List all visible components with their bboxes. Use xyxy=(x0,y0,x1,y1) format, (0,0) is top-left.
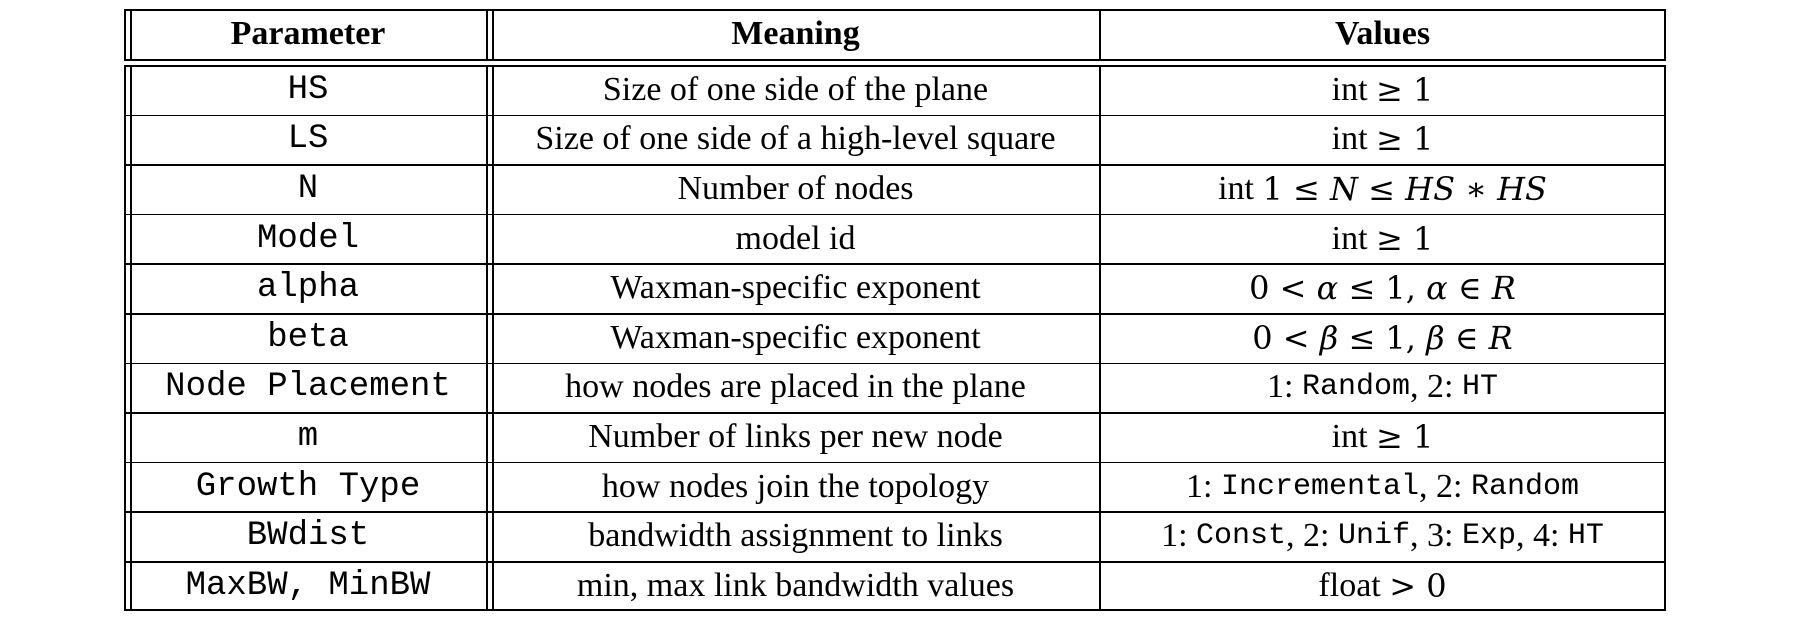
cell-meaning: Waxman-specific exponent xyxy=(610,269,981,307)
value-segment: ∈ xyxy=(1444,318,1489,357)
value-segment: HS xyxy=(1497,169,1547,208)
value-segment: ≥ 1 xyxy=(1376,120,1434,159)
table-row: m Number of links per new node int ≥ 1 xyxy=(124,412,1666,462)
cell-values: int ≥ 1 xyxy=(1099,412,1666,462)
cell-parameter: Model xyxy=(256,219,360,258)
value-segment: int xyxy=(1331,70,1377,108)
value-segment: ≤ 1, xyxy=(1338,318,1427,357)
cell-values: 0 < α ≤ 1, α ∈ R xyxy=(1099,263,1666,313)
value-segment: R xyxy=(1491,269,1516,308)
value-segment: , 3: xyxy=(1410,517,1462,555)
cell-meaning: how nodes are placed in the plane xyxy=(565,368,1026,406)
value-segment: HT xyxy=(1461,370,1498,405)
value-segment: ≥ 1 xyxy=(1376,417,1434,456)
cell-values: float > 0 xyxy=(1099,561,1666,611)
cell-parameter: alpha xyxy=(256,269,360,308)
value-segment: float xyxy=(1318,566,1390,604)
cell-meaning: Size of one side of a high-level square xyxy=(535,120,1056,158)
value-segment: α xyxy=(1426,269,1448,308)
value-segment: Unif xyxy=(1337,519,1410,554)
value-segment: HT xyxy=(1567,519,1604,554)
table-row: beta Waxman-specific exponent 0 < β ≤ 1, β… xyxy=(124,313,1666,363)
value-segment: int xyxy=(1331,120,1377,158)
value-segment: Exp xyxy=(1461,519,1516,554)
value-segment: Const xyxy=(1196,519,1287,554)
header-parameter: Parameter xyxy=(230,15,386,52)
value-segment: Random xyxy=(1301,370,1410,405)
cell-values: 0 < β ≤ 1, β ∈ R xyxy=(1099,313,1666,363)
cell-parameter: BWdist xyxy=(246,517,370,556)
table-row: N Number of nodes int 1 ≤ N ≤ HS ∗ HS xyxy=(124,164,1666,214)
cell-values: 1: Incremental, 2: Random xyxy=(1099,462,1666,512)
cell-parameter: LS xyxy=(287,120,329,159)
value-segment: α xyxy=(1316,269,1339,308)
cell-parameter: beta xyxy=(267,318,349,357)
value-segment: , 4: xyxy=(1515,517,1568,555)
cell-values: int ≥ 1 xyxy=(1099,214,1666,264)
table-body: HS Size of one side of the plane int ≥ 1 LS… xyxy=(124,65,1666,611)
cell-values: 1: Random, 2: HT xyxy=(1099,363,1666,413)
cell-values: int ≥ 1 xyxy=(1099,65,1666,115)
value-segment: ≤ 1, xyxy=(1338,269,1427,308)
table-row: HS Size of one side of the plane int ≥ 1 xyxy=(124,65,1666,115)
value-segment: , 2: xyxy=(1419,467,1471,505)
value-segment: 1 ≤ xyxy=(1262,169,1330,208)
table-row: Growth Type how nodes join the topology 1:… xyxy=(124,462,1666,512)
value-segment: int xyxy=(1331,417,1377,455)
value-segment: N xyxy=(1330,169,1358,208)
cell-meaning: min, max link bandwidth values xyxy=(576,566,1015,604)
cell-values: int 1 ≤ N ≤ HS ∗ HS xyxy=(1099,164,1666,214)
cell-meaning: Number of links per new node xyxy=(588,417,1003,455)
cell-parameter: N xyxy=(297,169,319,208)
cell-values: int ≥ 1 xyxy=(1099,115,1666,165)
value-segment: Incremental xyxy=(1220,469,1419,504)
cell-values: 1: Const, 2: Unif, 3: Exp, 4: HT xyxy=(1099,511,1666,561)
cell-meaning: how nodes join the topology xyxy=(601,467,990,505)
value-segment: 1: xyxy=(1267,368,1302,406)
value-segment: > 0 xyxy=(1389,566,1447,605)
value-segment: ≥ 1 xyxy=(1376,219,1434,258)
value-segment: R xyxy=(1488,318,1513,357)
value-segment: ∗ xyxy=(1454,169,1498,208)
value-segment: int xyxy=(1331,219,1377,257)
cell-meaning: Number of nodes xyxy=(677,169,914,207)
value-segment: ≤ xyxy=(1358,169,1406,208)
value-segment: , 2: xyxy=(1286,517,1338,555)
cell-parameter: m xyxy=(297,417,319,456)
value-segment: HS xyxy=(1405,169,1455,208)
value-segment: 0 < xyxy=(1249,269,1317,308)
value-segment: Random xyxy=(1470,469,1579,504)
table-row: alpha Waxman-specific exponent 0 < α ≤ 1, … xyxy=(124,263,1666,313)
cell-meaning: model id xyxy=(735,219,856,257)
header-meaning: Meaning xyxy=(731,15,860,52)
table-row: Model model id int ≥ 1 xyxy=(124,214,1666,264)
value-segment: ≥ 1 xyxy=(1376,70,1434,109)
value-segment: 0 < xyxy=(1252,318,1320,357)
table-row: LS Size of one side of a high-level squar… xyxy=(124,115,1666,165)
table-row: BWdist bandwidth assignment to links 1: Co… xyxy=(124,511,1666,561)
cell-parameter: Growth Type xyxy=(195,467,421,506)
rule-header-bottom xyxy=(124,59,1666,61)
table-row: MaxBW, MinBW min, max link bandwidth valu… xyxy=(124,561,1666,611)
value-segment: int xyxy=(1218,169,1263,207)
cell-meaning: Waxman-specific exponent xyxy=(610,318,981,356)
cell-parameter: Node Placement xyxy=(165,368,451,407)
value-segment: 1: xyxy=(1186,467,1221,505)
parameter-table: Parameter Meaning Values HS Size of one s… xyxy=(124,9,1666,611)
cell-parameter: MaxBW, MinBW xyxy=(185,566,431,605)
value-segment: β xyxy=(1319,318,1339,357)
table-header-row: Parameter Meaning Values xyxy=(124,9,1666,59)
cell-meaning: bandwidth assignment to links xyxy=(588,517,1003,555)
cell-meaning: Size of one side of the plane xyxy=(602,70,989,108)
cell-parameter: HS xyxy=(287,70,329,109)
value-segment: 1: xyxy=(1161,517,1197,555)
value-segment: β xyxy=(1426,318,1445,357)
value-segment: ∈ xyxy=(1447,269,1492,308)
table-row: Node Placement how nodes are placed in th… xyxy=(124,363,1666,413)
header-values: Values xyxy=(1334,15,1431,52)
value-segment: , 2: xyxy=(1410,368,1462,406)
